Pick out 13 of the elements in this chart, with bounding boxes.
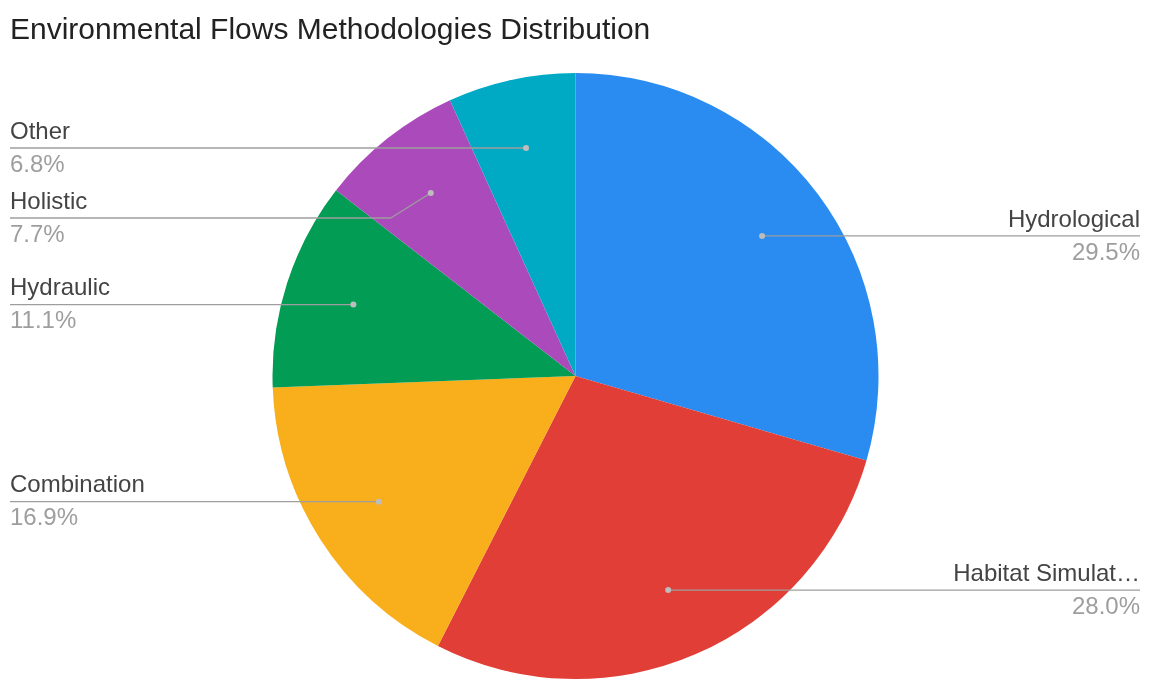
- data-label: 11.1%: [10, 306, 77, 334]
- data-label: 16.9%: [10, 503, 79, 531]
- data-label: 6.8%: [10, 149, 65, 177]
- data-label: 7.7%: [10, 219, 65, 247]
- slice-label: Combination: [10, 470, 145, 498]
- slice-label: Other: [10, 116, 71, 144]
- chart-title: Environmental Flows Methodologies Distribution: [10, 12, 651, 46]
- slice-label: Hydrological: [1007, 204, 1140, 232]
- slice-label: Hydraulic: [10, 273, 111, 301]
- data-label: 29.5%: [1071, 237, 1140, 265]
- data-label: 28.0%: [1071, 591, 1140, 619]
- slice-label: Holistic: [10, 186, 88, 214]
- slice-label: Habitat Simulat…: [953, 558, 1140, 586]
